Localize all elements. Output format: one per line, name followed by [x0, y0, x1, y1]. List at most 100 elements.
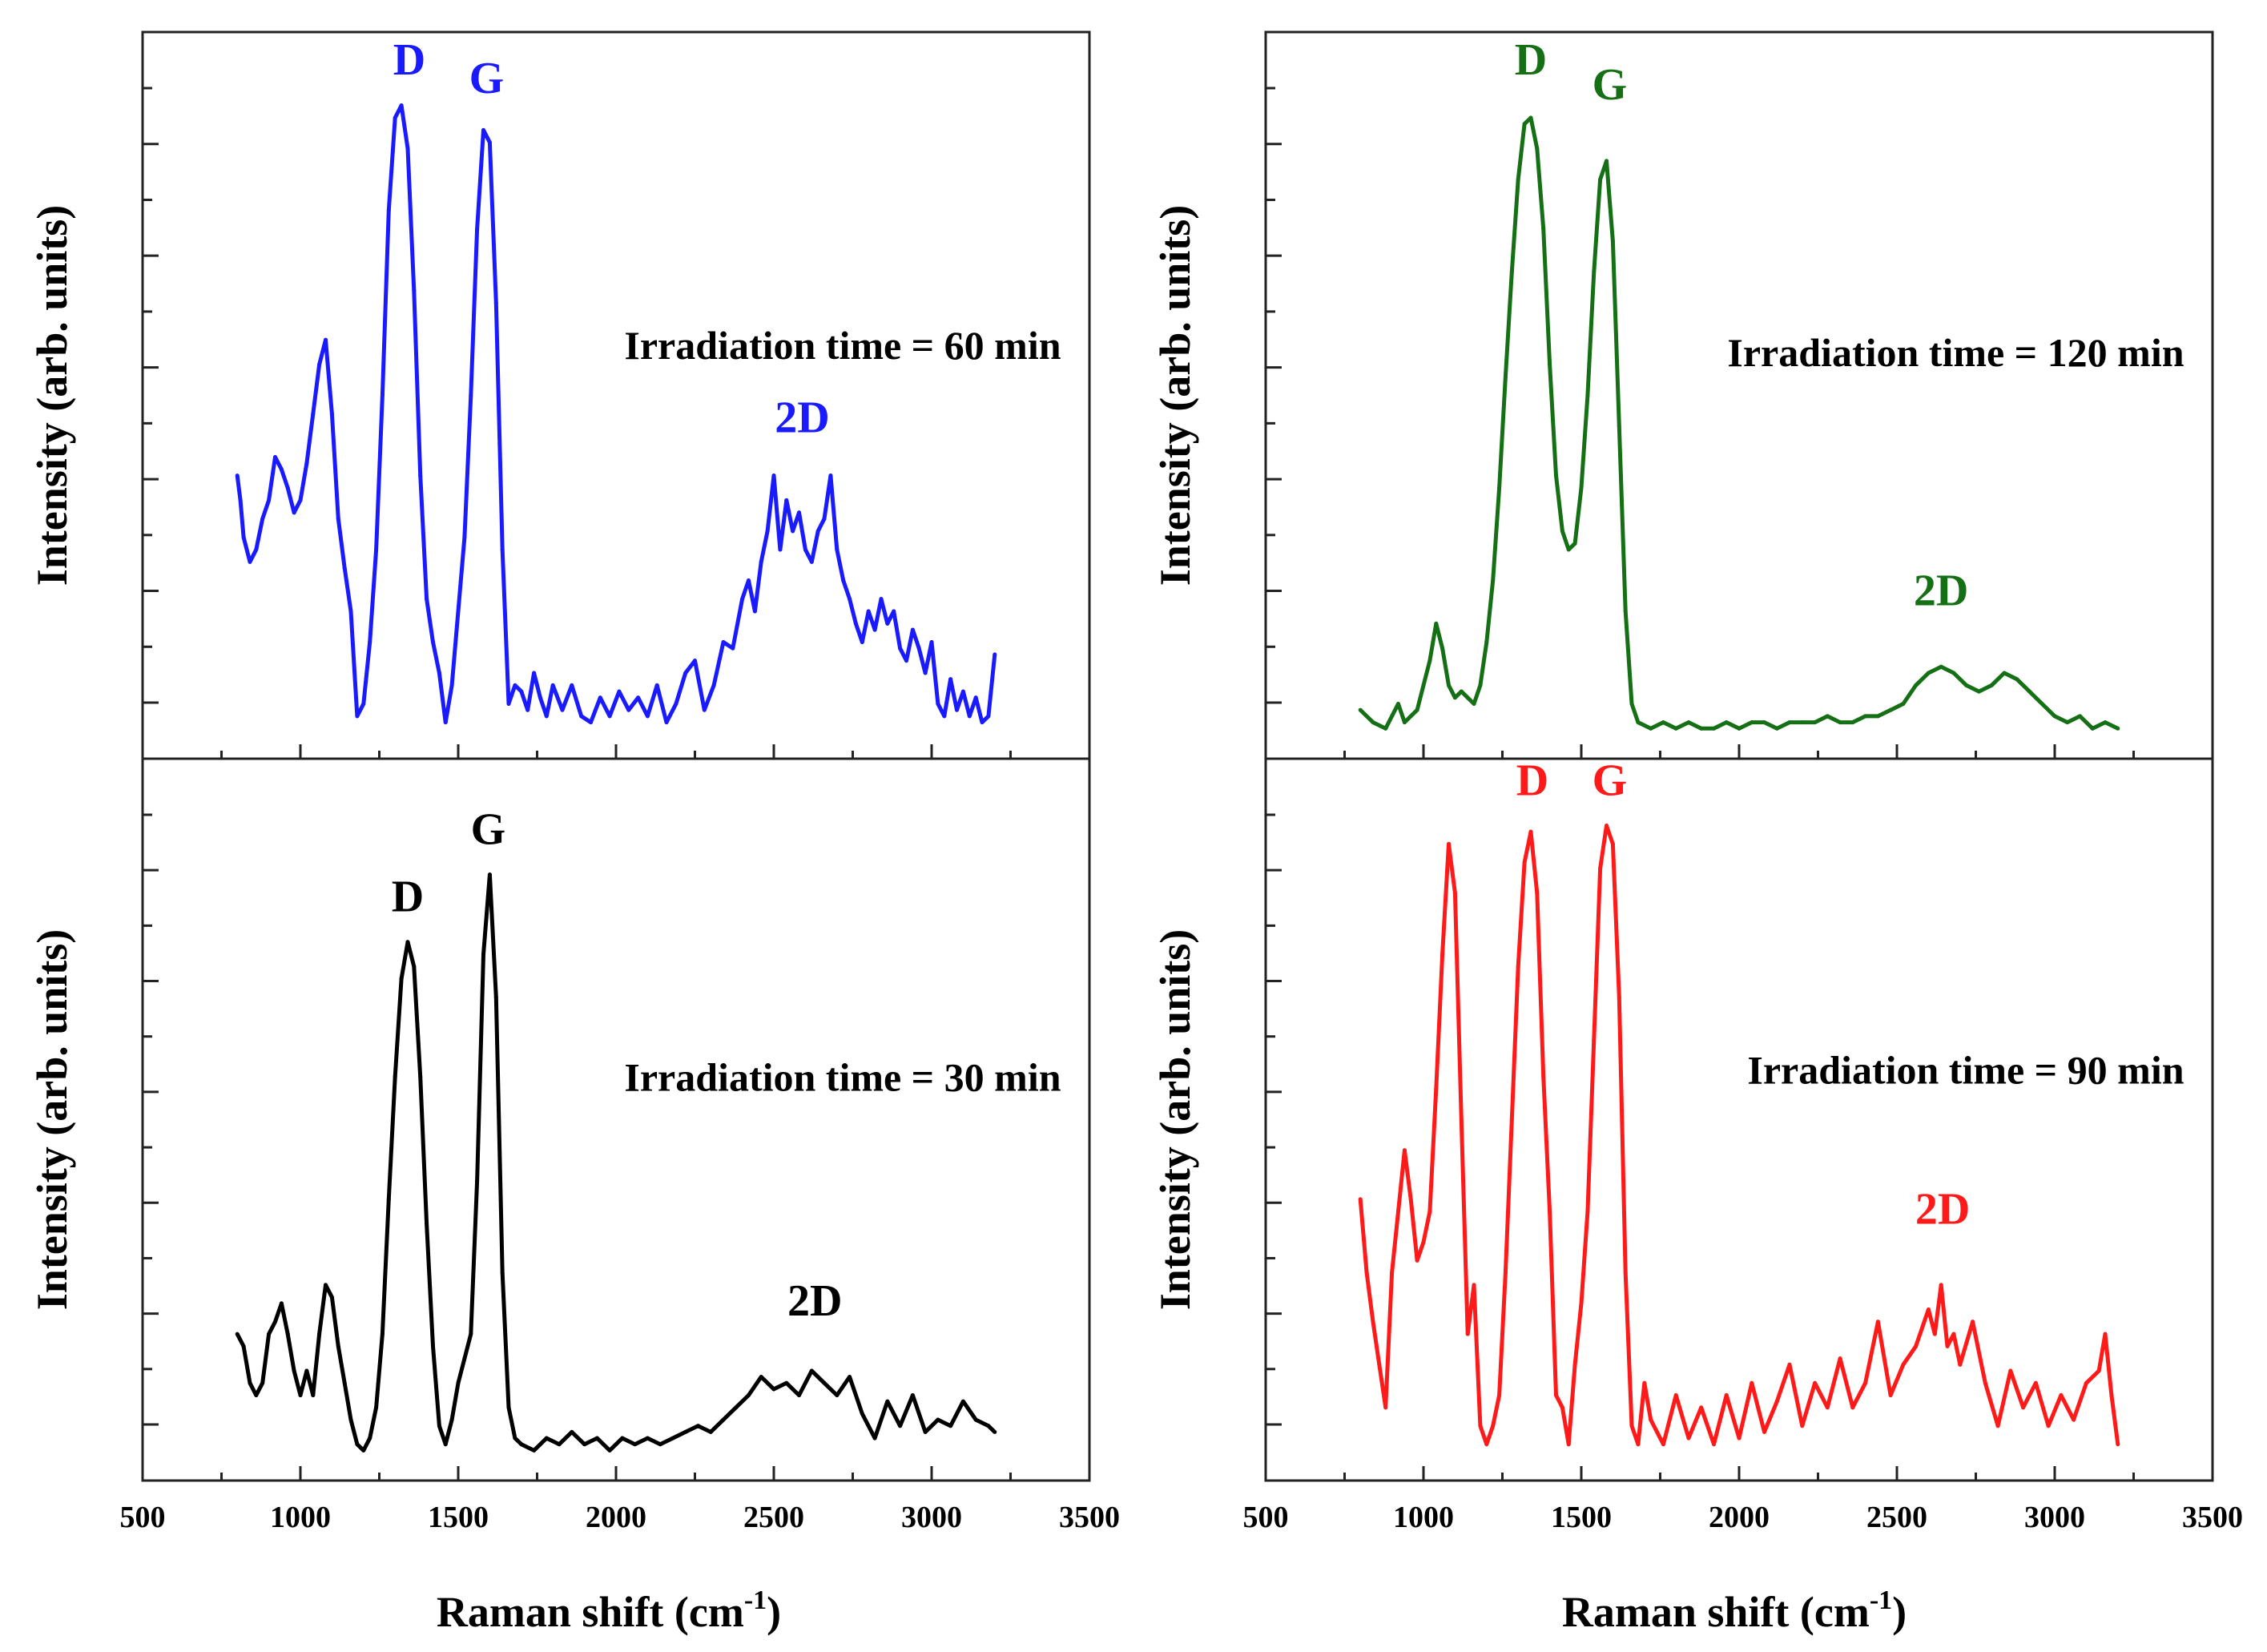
data-point	[626, 707, 631, 712]
data-point	[304, 461, 309, 465]
data-point	[238, 498, 243, 502]
data-point	[1497, 1393, 1502, 1398]
data-point	[292, 1368, 296, 1373]
data-point	[304, 1368, 309, 1373]
data-point	[260, 1380, 265, 1385]
data-point	[487, 140, 492, 145]
peak-label-d: D	[393, 35, 425, 85]
data-point	[1926, 671, 1931, 675]
x-tick-label: 1500	[1551, 1501, 1612, 1534]
data-point	[1825, 1405, 1830, 1410]
data-point	[1402, 1148, 1407, 1153]
data-point	[620, 1436, 625, 1440]
data-point	[1901, 702, 1906, 706]
data-point	[752, 609, 757, 614]
data-point	[355, 1442, 360, 1447]
data-point	[1383, 1405, 1388, 1410]
data-point	[519, 689, 524, 694]
data-point	[1951, 1332, 1956, 1336]
data-point	[1838, 720, 1842, 725]
data-point	[1932, 1332, 1937, 1336]
data-point	[1509, 270, 1514, 274]
peak-label-d: D	[1515, 35, 1547, 85]
data-point	[967, 714, 972, 719]
data-point	[2059, 1393, 2064, 1398]
data-point	[311, 1393, 316, 1398]
data-point	[1983, 1380, 1987, 1385]
x-tick-label: 2000	[586, 1501, 646, 1534]
data-point	[500, 547, 505, 552]
data-point	[1958, 1362, 1963, 1367]
peak-label-g: G	[469, 54, 505, 103]
data-point	[1585, 393, 1590, 397]
data-point	[923, 671, 928, 675]
data-point	[1472, 702, 1476, 706]
x-axis-title-main: Raman shift (cm	[437, 1588, 744, 1636]
data-point	[936, 702, 940, 706]
data-point	[1617, 424, 1621, 429]
data-point	[1976, 689, 1981, 694]
data-point	[1636, 1442, 1641, 1447]
data-point	[645, 1436, 650, 1440]
peak-label-g: G	[1593, 755, 1628, 805]
data-point	[248, 559, 252, 564]
data-point	[1478, 683, 1483, 687]
data-point	[1774, 726, 1779, 731]
x-tick-label: 1000	[270, 1501, 331, 1534]
x-axis-title-left: Raman shift (cm-1)	[437, 1586, 781, 1636]
data-point	[607, 714, 612, 719]
data-point	[279, 467, 284, 472]
data-point	[1762, 720, 1767, 725]
data-point	[2084, 1380, 2088, 1385]
data-point	[1566, 547, 1571, 552]
x-tick-label: 2500	[743, 1501, 804, 1534]
data-point	[1750, 720, 1754, 725]
data-point	[1560, 1405, 1564, 1410]
data-point	[1686, 1436, 1691, 1440]
data-point	[311, 412, 316, 417]
data-point	[803, 547, 807, 552]
data-point	[449, 1417, 454, 1422]
data-point	[598, 695, 602, 700]
data-point	[1371, 1320, 1375, 1324]
data-point	[248, 1380, 252, 1385]
peak-label-g: G	[1593, 60, 1628, 110]
peak-label-2d: 2D	[775, 393, 829, 443]
data-point	[456, 609, 461, 614]
data-point	[2008, 1368, 2013, 1373]
data-point	[708, 1429, 713, 1434]
x-tick-label: 2500	[1866, 1501, 1927, 1534]
data-point	[1503, 1271, 1508, 1275]
data-point	[405, 940, 410, 945]
data-point	[1491, 1424, 1496, 1428]
panel-bottom-left: 500 1000 1500 2000 2500 3000 3500 Intensity (ar…	[28, 757, 1120, 1534]
data-point	[2116, 726, 2120, 731]
data-point	[809, 1368, 814, 1373]
data-point	[1548, 362, 1552, 367]
data-point	[430, 1344, 435, 1348]
data-point	[594, 1436, 599, 1440]
data-point	[815, 529, 820, 534]
data-point	[570, 1429, 574, 1434]
data-point	[822, 1380, 827, 1385]
data-point	[443, 720, 448, 725]
data-point	[481, 952, 486, 957]
data-point	[1661, 720, 1665, 725]
data-point	[425, 597, 429, 602]
peak-label-2d: 2D	[1915, 1184, 1970, 1234]
x-axis-title: Raman shift (cm-1)	[1562, 1586, 1907, 1636]
data-point	[348, 1417, 353, 1422]
data-point	[1560, 529, 1564, 534]
data-point	[267, 1332, 272, 1336]
data-point	[1724, 1393, 1729, 1398]
data-point	[298, 1393, 303, 1398]
data-point	[740, 597, 745, 602]
data-point	[298, 498, 303, 502]
data-point	[1440, 952, 1445, 957]
data-point	[960, 689, 965, 694]
x-axis-title-end: )	[1892, 1588, 1907, 1636]
data-point	[513, 683, 517, 687]
data-point	[544, 714, 549, 719]
data-point	[1649, 1417, 1653, 1422]
